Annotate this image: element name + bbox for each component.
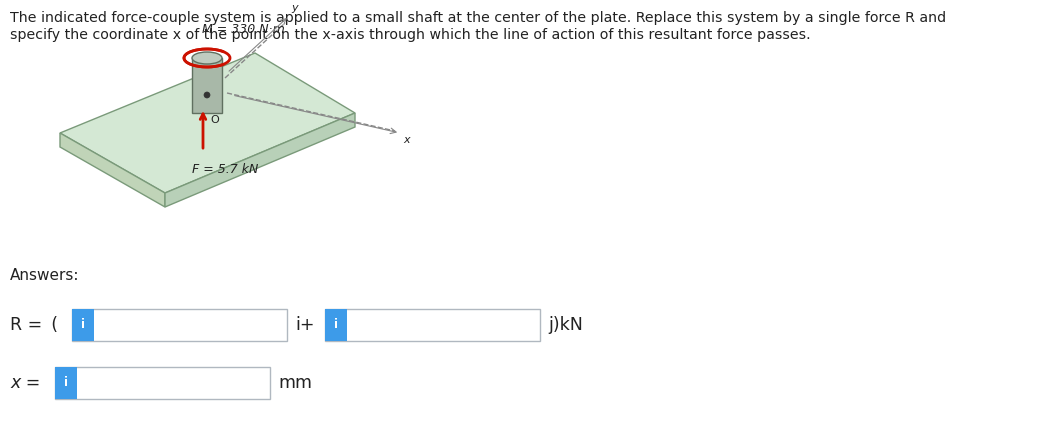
Text: y: y (291, 3, 298, 13)
Text: i: i (81, 319, 85, 331)
Text: specify the coordinate x of the point on the x-axis through which the line of ac: specify the coordinate x of the point on… (9, 28, 811, 42)
Polygon shape (60, 133, 165, 207)
Polygon shape (165, 113, 355, 207)
FancyBboxPatch shape (55, 367, 77, 399)
FancyBboxPatch shape (325, 309, 540, 341)
Ellipse shape (192, 52, 222, 64)
Text: i+: i+ (295, 316, 315, 334)
Polygon shape (192, 58, 222, 113)
Text: The indicated force-couple system is applied to a small shaft at the center of t: The indicated force-couple system is app… (9, 11, 947, 25)
FancyBboxPatch shape (325, 309, 347, 341)
Text: j)kN: j)kN (548, 316, 583, 334)
Text: R =  (: R = ( (9, 316, 58, 334)
FancyBboxPatch shape (55, 367, 270, 399)
Text: x =: x = (9, 374, 40, 392)
Text: mm: mm (278, 374, 312, 392)
Text: M = 330 N·m: M = 330 N·m (202, 23, 284, 36)
FancyBboxPatch shape (72, 309, 94, 341)
Text: i: i (334, 319, 338, 331)
Text: F = 5.7 kN: F = 5.7 kN (192, 163, 258, 176)
Text: x: x (403, 135, 410, 145)
FancyBboxPatch shape (72, 309, 287, 341)
Polygon shape (60, 53, 355, 193)
Text: O: O (210, 115, 219, 125)
Text: Answers:: Answers: (9, 268, 79, 283)
Text: i: i (64, 377, 68, 389)
Circle shape (204, 92, 210, 98)
